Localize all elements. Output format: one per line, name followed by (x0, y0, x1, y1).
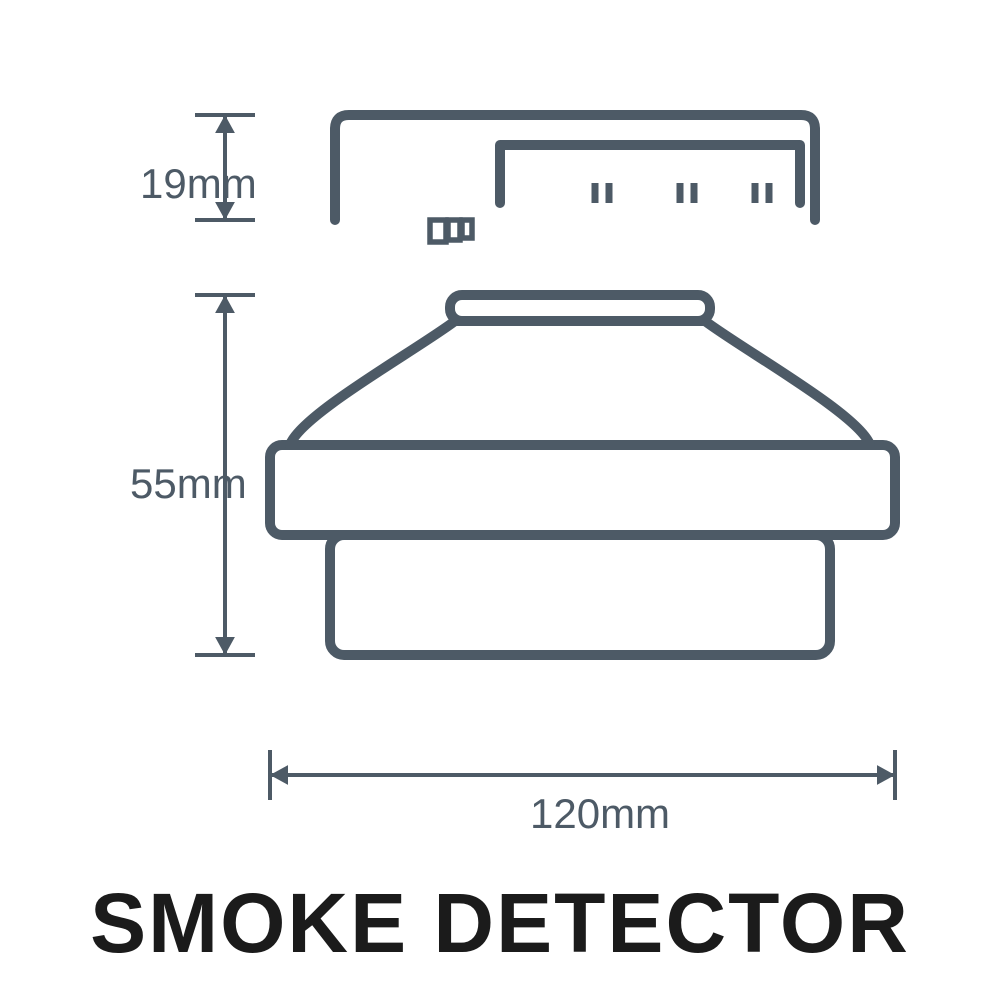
dim-label-top-height: 19mm (140, 160, 257, 208)
dim-label-body-height: 55mm (130, 460, 247, 508)
dim-label-width: 120mm (530, 790, 670, 838)
product-title: SMOKE DETECTOR (0, 875, 1000, 972)
